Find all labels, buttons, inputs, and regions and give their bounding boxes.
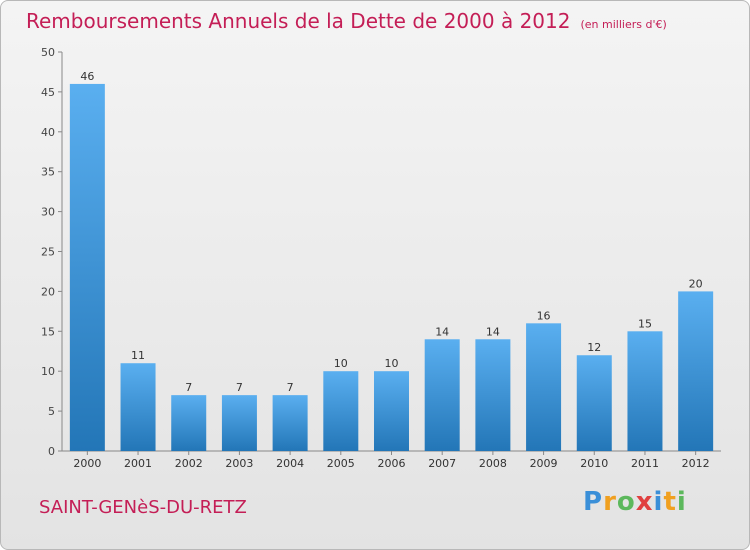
bar-2000 <box>69 83 105 452</box>
data-label: 16 <box>537 309 551 322</box>
y-tick-label: 20 <box>41 285 55 298</box>
data-label: 10 <box>385 357 399 370</box>
y-tick-label: 40 <box>41 126 55 139</box>
data-label: 12 <box>587 341 601 354</box>
y-tick-label: 30 <box>41 206 55 219</box>
data-label: 10 <box>334 357 348 370</box>
bar-2012 <box>678 291 714 451</box>
x-tick-label: 2011 <box>631 457 659 470</box>
x-tick-label: 2007 <box>428 457 456 470</box>
chart-title-text: Remboursements Annuels de la Dette de 20… <box>26 9 571 33</box>
logo-letter: o <box>616 487 636 517</box>
x-tick-label: 2009 <box>530 457 558 470</box>
y-tick-label: 50 <box>41 46 55 59</box>
data-label: 7 <box>287 381 294 394</box>
data-label: 46 <box>80 70 94 83</box>
bar-2011 <box>627 331 663 451</box>
y-tick-label: 15 <box>41 325 55 338</box>
logo-letter: i <box>676 487 687 517</box>
logo-letter: x <box>635 487 654 517</box>
bar-2005 <box>323 371 359 451</box>
data-label: 20 <box>689 277 703 290</box>
logo-letter: r <box>603 487 617 517</box>
bar-2007 <box>424 339 460 451</box>
y-tick-label: 45 <box>41 86 55 99</box>
bar-2010 <box>576 355 612 451</box>
y-tick-label: 0 <box>48 445 55 458</box>
commune-name: SAINT-GENèS-DU-RETZ <box>39 497 247 518</box>
bar-2008 <box>475 339 511 451</box>
logo-letter: t <box>663 487 677 517</box>
x-tick-label: 2006 <box>378 457 406 470</box>
x-tick-label: 2010 <box>580 457 608 470</box>
x-tick-label: 2005 <box>327 457 355 470</box>
y-tick-label: 5 <box>48 405 55 418</box>
bar-2001 <box>120 363 156 451</box>
x-tick-label: 2008 <box>479 457 507 470</box>
proxiti-logo: Proxiti <box>583 487 687 517</box>
data-label: 15 <box>638 317 652 330</box>
chart-title: Remboursements Annuels de la Dette de 20… <box>26 9 667 33</box>
y-tick-label: 35 <box>41 166 55 179</box>
x-tick-label: 2000 <box>73 457 101 470</box>
data-label: 14 <box>486 325 500 338</box>
data-label: 11 <box>131 349 145 362</box>
y-tick-label: 25 <box>41 246 55 259</box>
bar-2002 <box>171 395 207 451</box>
x-tick-label: 2001 <box>124 457 152 470</box>
x-tick-label: 2004 <box>276 457 304 470</box>
x-tick-label: 2012 <box>682 457 710 470</box>
y-tick-label: 10 <box>41 365 55 378</box>
data-label: 7 <box>185 381 192 394</box>
data-label: 14 <box>435 325 449 338</box>
bar-2009 <box>526 323 562 451</box>
bar-2003 <box>221 395 257 451</box>
x-tick-label: 2002 <box>175 457 203 470</box>
logo-letter: P <box>583 487 604 517</box>
x-tick-label: 2003 <box>225 457 253 470</box>
data-label: 7 <box>236 381 243 394</box>
bar-2004 <box>272 395 308 451</box>
chart-unit: (en milliers d'€) <box>580 18 667 31</box>
logo-letter: i <box>653 487 664 517</box>
bar-2006 <box>374 371 409 451</box>
